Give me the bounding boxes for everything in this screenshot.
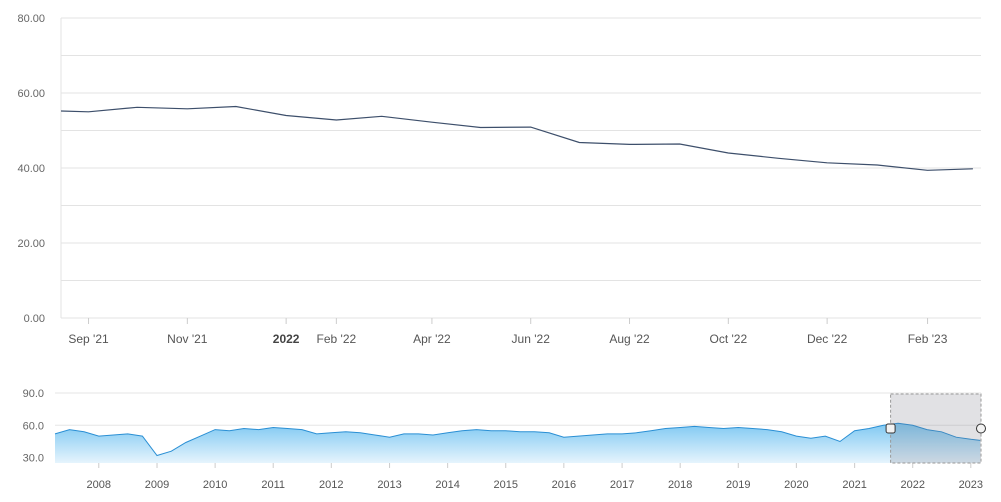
navigator-x-tick-label: 2016 — [552, 479, 576, 491]
x-tick-label: Apr '22 — [413, 332, 451, 346]
navigator-selection-window[interactable] — [890, 393, 982, 464]
navigator-x-tick-label: 2014 — [435, 479, 459, 491]
navigator-x-tick-label: 2020 — [784, 479, 808, 491]
price-line — [60, 105, 973, 171]
navigator-x-tick-label: 2015 — [494, 479, 518, 491]
navigator-x-tick-label: 2019 — [726, 479, 750, 491]
navigator-x-tick-label: 2009 — [145, 479, 169, 491]
main-chart: 0.00 20.00 40.00 60.00 80.00 Sep '21 Nov '21 20… — [17, 13, 981, 346]
x-tick-label: Dec '22 — [807, 332, 848, 346]
x-tick-label: Feb '23 — [908, 332, 948, 346]
y-tick-label: 20.00 — [17, 238, 45, 250]
navigator-x-tick-label: 2011 — [261, 479, 285, 491]
x-tick-label: Jun '22 — [512, 332, 551, 346]
y-tick-label: 40.00 — [17, 163, 45, 175]
navigator-x-tick-label: 2023 — [959, 479, 983, 491]
navigator-y-tick-label: 90.0 — [23, 388, 44, 400]
x-tick-label: 2022 — [273, 332, 300, 346]
x-tick-label: Aug '22 — [609, 332, 650, 346]
y-tick-label: 0.00 — [24, 313, 45, 325]
navigator-line — [54, 422, 981, 457]
x-tick-label: Nov '21 — [167, 332, 208, 346]
x-tick-label: Sep '21 — [68, 332, 109, 346]
navigator-y-tick-label: 30.0 — [23, 453, 44, 465]
navigator-handle-right[interactable] — [976, 423, 986, 434]
y-tick-label: 80.00 — [17, 13, 45, 25]
navigator-y-tick-label: 60.0 — [23, 420, 44, 432]
x-tick-label: Feb '22 — [317, 332, 357, 346]
navigator-x-tick-label: 2021 — [842, 479, 866, 491]
navigator-x-tick-label: 2010 — [203, 479, 227, 491]
y-tick-label: 60.00 — [17, 88, 45, 100]
navigator-area — [55, 423, 981, 463]
navigator-x-tick-label: 2018 — [668, 479, 692, 491]
navigator-x-tick-label: 2022 — [900, 479, 924, 491]
navigator-x-tick-label: 2012 — [319, 479, 343, 491]
navigator-handle-left[interactable] — [885, 423, 896, 434]
x-tick-label: Oct '22 — [710, 332, 748, 346]
navigator-x-tick-label: 2013 — [377, 479, 401, 491]
navigator-x-tick-label: 2008 — [87, 479, 111, 491]
navigator-x-tick-label: 2017 — [610, 479, 634, 491]
navigator-chart[interactable]: 30.0 60.0 90.0 2008 2009 2010 2011 2012 2013 2014… — [23, 388, 986, 491]
